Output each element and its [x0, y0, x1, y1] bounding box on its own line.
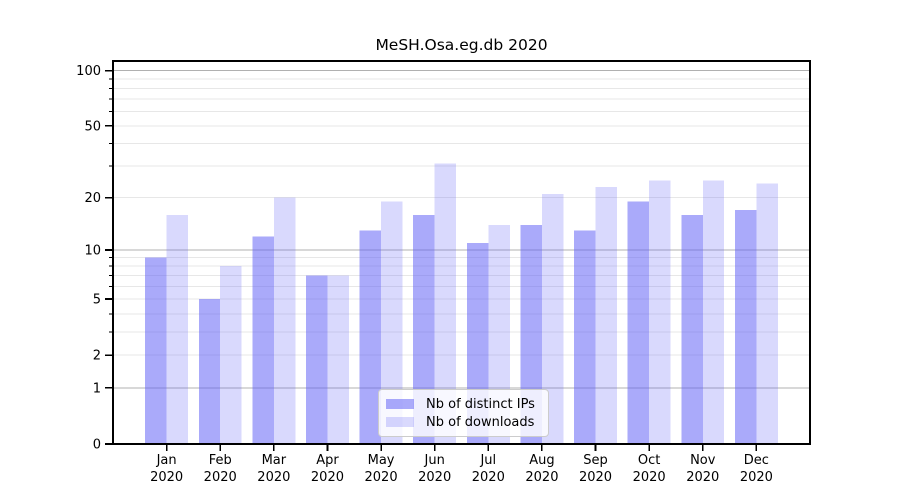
- bar-nb-of-downloads-jun: [434, 163, 457, 444]
- bar-nb-of-downloads-sep: [595, 186, 617, 444]
- bar-nb-of-downloads-jan: [166, 214, 189, 444]
- x-tick-label-feb: Feb 2020: [204, 453, 237, 485]
- bar-nb-of-distinct-ips-jun: [413, 214, 435, 444]
- bar-nb-of-downloads-dec: [756, 183, 778, 445]
- x-axis: Jan 2020 Feb 2020 Mar 2020 Apr 2020 May 2020 Jun 20…: [150, 444, 773, 485]
- gridlines: [113, 70, 810, 389]
- x-tick-label-oct: Oct 2020: [633, 453, 666, 485]
- bar-nb-of-downloads-may: [381, 201, 403, 444]
- legend: Nb of distinct IPs Nb of downloads: [378, 389, 549, 437]
- bar-nb-of-distinct-ips-mar: [252, 236, 274, 444]
- bar-nb-of-downloads-oct: [649, 180, 671, 444]
- bar-nb-of-distinct-ips-may: [359, 230, 382, 444]
- y-tick-label-1: 1: [93, 381, 101, 396]
- y-axis: 0 1 2 5 10 20 50 100: [76, 64, 113, 453]
- legend-item-distinct-ips: Nb of distinct IPs: [386, 398, 548, 411]
- x-tick-label-mar: Mar 2020: [257, 453, 290, 485]
- x-tick-label-sep: Sep 2020: [579, 453, 612, 485]
- y-tick-label-100: 100: [76, 64, 101, 79]
- bar-nb-of-downloads-apr: [327, 275, 349, 444]
- y-tick-label-5: 5: [93, 293, 101, 308]
- y-tick-label-0: 0: [93, 438, 101, 453]
- legend-swatch-distinct-ips: [386, 399, 414, 409]
- legend-swatch-downloads: [386, 417, 414, 427]
- legend-item-downloads: Nb of downloads: [386, 416, 548, 429]
- legend-label-downloads: Nb of downloads: [426, 414, 535, 430]
- y-tick-label-2: 2: [93, 349, 101, 364]
- x-tick-label-apr: Apr 2020: [311, 453, 344, 485]
- bar-nb-of-downloads-nov: [702, 180, 725, 444]
- y-tick-label-20: 20: [84, 191, 101, 206]
- bar-nb-of-distinct-ips-nov: [681, 214, 703, 444]
- bar-nb-of-downloads-mar: [273, 197, 296, 444]
- bar-nb-of-distinct-ips-sep: [574, 230, 596, 444]
- x-tick-label-jun: Jun 2020: [418, 453, 451, 485]
- chart-title: MeSH.Osa.eg.db 2020: [375, 36, 548, 54]
- bar-nb-of-distinct-ips-dec: [734, 210, 757, 444]
- x-tick-label-jan: Jan 2020: [150, 453, 183, 485]
- bar-nb-of-distinct-ips-oct: [627, 201, 650, 444]
- x-tick-label-jul: Jul 2020: [472, 453, 505, 485]
- x-tick-label-may: May 2020: [365, 453, 398, 485]
- bar-nb-of-downloads-feb: [220, 266, 242, 444]
- bar-nb-of-distinct-ips-apr: [306, 275, 328, 444]
- bar-nb-of-distinct-ips-feb: [198, 299, 221, 444]
- y-tick-label-10: 10: [84, 243, 101, 258]
- bar-nb-of-downloads-aug: [541, 193, 564, 444]
- x-tick-label-aug: Aug 2020: [525, 453, 558, 485]
- x-tick-label-nov: Nov 2020: [686, 453, 719, 485]
- bar-nb-of-distinct-ips-jan: [145, 257, 167, 444]
- legend-label-distinct-ips: Nb of distinct IPs: [426, 396, 535, 412]
- y-tick-label-50: 50: [84, 119, 101, 134]
- x-tick-label-dec: Dec 2020: [740, 453, 773, 485]
- plot-border: [112, 60, 811, 445]
